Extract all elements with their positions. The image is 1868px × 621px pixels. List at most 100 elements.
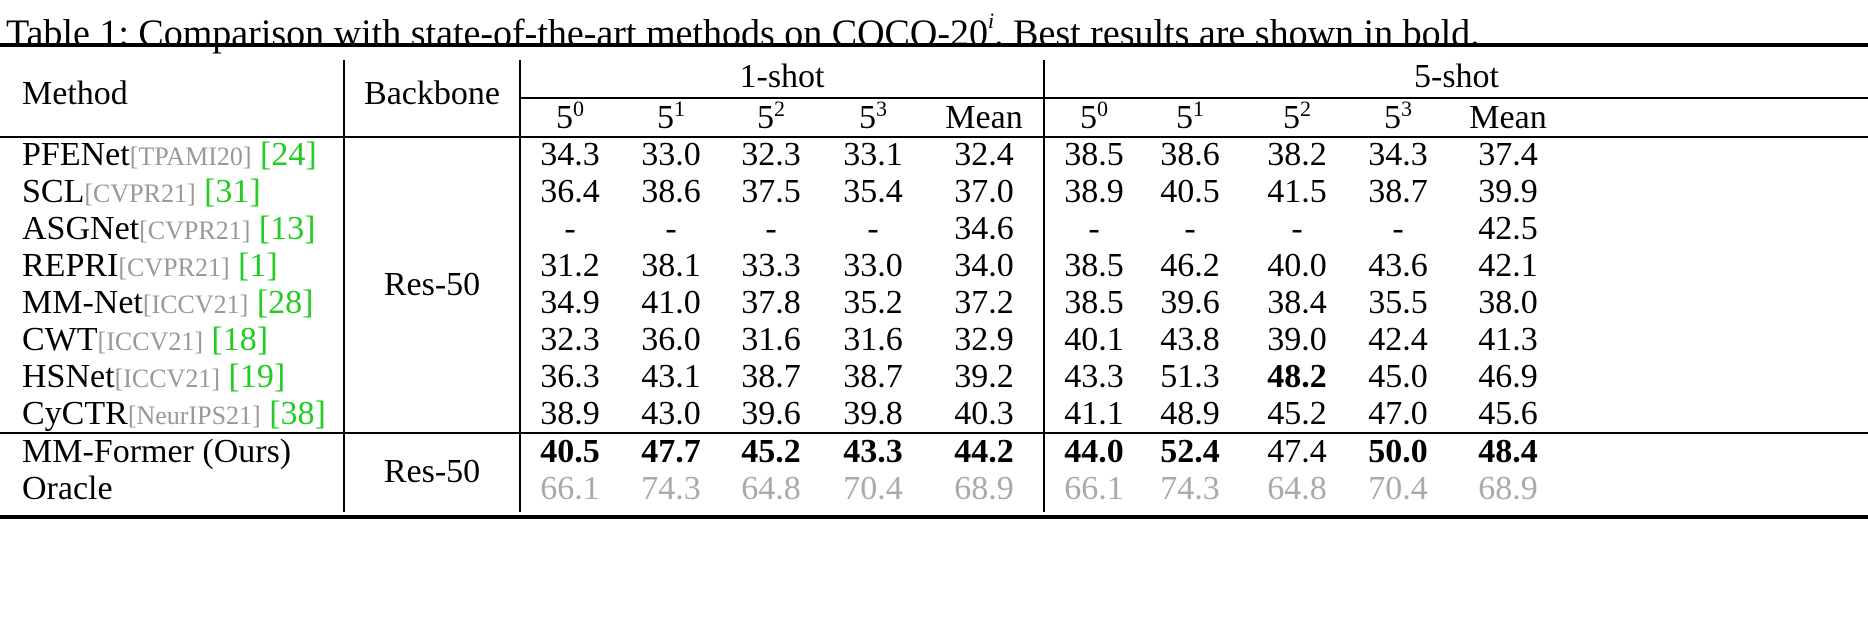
citation-link[interactable]: [18]: [211, 321, 269, 358]
caption-suffix: . Best results are shown in bold.: [994, 12, 1480, 55]
result-cell: 45.6: [1478, 395, 1538, 432]
result-cell: 66.1: [1064, 470, 1124, 507]
result-cell: 45.2: [1267, 395, 1327, 432]
method-name-sota-1: SCL[CVPR21] [31]: [22, 173, 261, 210]
result-cell: -: [564, 210, 576, 247]
venue-tag: [TPAMI20]: [129, 142, 252, 171]
backbone-sota: Res-50: [383, 266, 481, 303]
venue-tag: [CVPR21]: [139, 216, 251, 245]
header-fold-1shot-0: 50: [556, 96, 584, 136]
result-cell: -: [765, 210, 777, 247]
result-cell: -: [1291, 210, 1303, 247]
result-cell: 45.0: [1368, 358, 1428, 395]
result-cell: 38.0: [1478, 284, 1538, 321]
method-name-sota-4: MM-Net[ICCV21] [28]: [22, 284, 314, 321]
result-cell: 37.5: [741, 173, 801, 210]
result-cell: 42.1: [1478, 247, 1538, 284]
result-cell: 40.5: [1160, 173, 1220, 210]
result-cell: 41.1: [1064, 395, 1124, 432]
venue-tag: [NeurIPS21]: [127, 401, 261, 430]
result-cell: 35.5: [1368, 284, 1428, 321]
result-cell: 38.6: [641, 173, 701, 210]
result-cell: 41.0: [641, 284, 701, 321]
result-cell: 70.4: [843, 470, 903, 507]
header-backbone: Backbone: [364, 75, 500, 112]
result-cell: 64.8: [1267, 470, 1327, 507]
result-cell: 33.0: [843, 247, 903, 284]
bottom-rule: [0, 515, 1868, 519]
result-cell: 70.4: [1368, 470, 1428, 507]
result-cell: 38.4: [1267, 284, 1327, 321]
result-cell: 38.1: [641, 247, 701, 284]
header-fold-5shot-1: 51: [1176, 96, 1204, 136]
citation-link[interactable]: [19]: [228, 358, 286, 395]
result-cell: 48.9: [1160, 395, 1220, 432]
shot-subheader-rule: [520, 97, 1868, 99]
result-cell: 46.2: [1160, 247, 1220, 284]
venue-tag: [ICCV21]: [114, 364, 220, 393]
result-cell: 39.6: [741, 395, 801, 432]
backbone-results-divider: [519, 60, 521, 512]
result-cell: 34.0: [954, 247, 1014, 284]
result-cell: 43.3: [843, 433, 903, 470]
result-cell: 32.9: [954, 321, 1014, 358]
result-cell: 38.7: [1368, 173, 1428, 210]
citation-link[interactable]: [13]: [258, 210, 316, 247]
result-cell: 42.5: [1478, 210, 1538, 247]
result-cell: 39.0: [1267, 321, 1327, 358]
result-cell: 74.3: [641, 470, 701, 507]
result-cell: 31.6: [843, 321, 903, 358]
result-cell: 32.3: [540, 321, 600, 358]
citation-link[interactable]: [38]: [269, 395, 326, 432]
result-cell: 47.0: [1368, 395, 1428, 432]
result-cell: 38.7: [843, 358, 903, 395]
result-cell: 31.6: [741, 321, 801, 358]
result-cell: 36.0: [641, 321, 701, 358]
caption-prefix: Table 1: Comparison with state-of-the-ar…: [6, 12, 988, 55]
table-caption: Table 1: Comparison with state-of-the-ar…: [6, 0, 1862, 59]
result-cell: 36.3: [540, 358, 600, 395]
header-fold-5shot-3: 53: [1384, 96, 1412, 136]
result-cell: 31.2: [540, 247, 600, 284]
header-fold-1shot-3: 53: [859, 96, 887, 136]
result-cell: 32.4: [954, 136, 1014, 173]
result-cell: 33.1: [843, 136, 903, 173]
citation-link[interactable]: [31]: [204, 173, 261, 210]
result-cell: 34.6: [954, 210, 1014, 247]
result-cell: -: [1088, 210, 1100, 247]
result-cell: 38.5: [1064, 284, 1124, 321]
result-cell: 34.3: [540, 136, 600, 173]
result-cell: 52.4: [1160, 433, 1220, 470]
method-name-sota-7: CyCTR[NeurIPS21] [38]: [22, 395, 326, 432]
result-cell: -: [1392, 210, 1404, 247]
header-fold-5shot-0: 50: [1080, 96, 1108, 136]
result-cell: -: [665, 210, 677, 247]
result-cell: 43.3: [1064, 358, 1124, 395]
top-rule: [0, 43, 1868, 47]
citation-link[interactable]: [28]: [256, 284, 314, 321]
result-cell: 36.4: [540, 173, 600, 210]
result-cell: 34.9: [540, 284, 600, 321]
shot-divider: [1043, 60, 1045, 512]
caption-superscript: i: [988, 8, 995, 33]
citation-link[interactable]: [24]: [260, 136, 317, 173]
header-fold-1shot-1: 51: [657, 96, 685, 136]
result-cell: 39.6: [1160, 284, 1220, 321]
result-cell: 37.0: [954, 173, 1014, 210]
header-fold-5shot-2: 52: [1283, 96, 1311, 136]
header-1-shot: 1-shot: [739, 58, 825, 95]
result-cell: 39.8: [843, 395, 903, 432]
result-cell: 33.0: [641, 136, 701, 173]
result-cell: -: [867, 210, 879, 247]
result-cell: 39.2: [954, 358, 1014, 395]
result-cell: 38.5: [1064, 247, 1124, 284]
result-cell: 43.1: [641, 358, 701, 395]
result-cell: 43.8: [1160, 321, 1220, 358]
method-name-sota-0: PFENet[TPAMI20] [24]: [22, 136, 317, 173]
method-name-sota-2: ASGNet[CVPR21] [13]: [22, 210, 316, 247]
result-cell: 34.3: [1368, 136, 1428, 173]
venue-tag: [ICCV21]: [142, 290, 249, 319]
venue-tag: [CVPR21]: [118, 253, 230, 282]
result-cell: 50.0: [1368, 433, 1428, 470]
citation-link[interactable]: [1]: [238, 247, 278, 284]
